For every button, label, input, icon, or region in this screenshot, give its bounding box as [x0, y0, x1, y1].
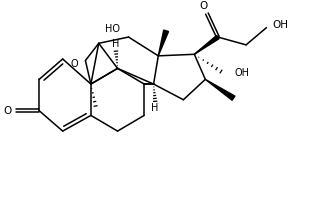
Polygon shape [158, 30, 169, 56]
Text: OH: OH [273, 20, 289, 30]
Text: H: H [152, 103, 159, 113]
Text: O: O [200, 1, 208, 11]
Text: OH: OH [234, 68, 249, 78]
Text: HO: HO [105, 24, 120, 34]
Polygon shape [194, 35, 219, 54]
Text: O: O [4, 106, 12, 116]
Text: O: O [71, 59, 79, 69]
Text: H: H [112, 39, 120, 49]
Polygon shape [205, 79, 235, 100]
